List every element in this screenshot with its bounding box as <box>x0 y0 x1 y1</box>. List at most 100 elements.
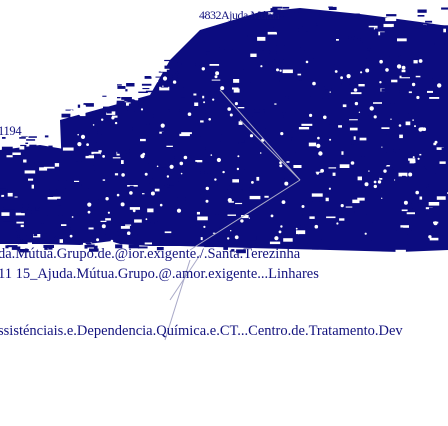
cluster-gap <box>284 181 289 186</box>
cluster-stroke <box>78 204 86 208</box>
cluster-stroke <box>278 129 284 134</box>
cluster-gap <box>92 124 95 126</box>
cluster-stroke <box>6 155 13 158</box>
cluster-stroke <box>381 127 390 129</box>
cluster-stroke <box>434 208 446 210</box>
cluster-stroke <box>176 178 179 182</box>
cluster-stroke <box>18 243 22 245</box>
map-label-dependencia-quimica[interactable]: ssisténciais.e.Dependencia.Química.e.CT.… <box>0 323 403 339</box>
cluster-stroke <box>33 233 38 237</box>
cluster-stroke <box>366 29 374 33</box>
cluster-stroke <box>93 153 100 156</box>
cluster-stroke <box>74 180 80 182</box>
connector-lines <box>164 89 301 341</box>
cluster-stroke <box>336 172 344 174</box>
cluster-stroke <box>85 155 94 159</box>
cluster-stroke <box>108 91 112 95</box>
cluster-stroke <box>185 238 194 243</box>
cluster-stroke <box>267 162 271 165</box>
cluster-stroke <box>132 127 142 131</box>
cluster-stroke <box>341 151 344 155</box>
cluster-stroke <box>363 76 375 80</box>
cluster-stroke <box>192 213 200 217</box>
cluster-stroke <box>91 151 101 155</box>
cluster-stroke <box>435 120 439 124</box>
cluster-stroke <box>136 194 140 197</box>
cluster-stroke <box>159 198 167 202</box>
cluster-gap <box>140 108 144 111</box>
cluster-gap <box>420 127 424 131</box>
cluster-stroke <box>100 220 107 223</box>
cluster-stroke <box>441 147 448 151</box>
cluster-stroke <box>172 75 178 78</box>
cluster-stroke <box>223 246 228 250</box>
cluster-stroke <box>268 12 274 15</box>
cluster-stroke <box>336 39 339 41</box>
cluster-stroke <box>116 100 125 103</box>
cluster-stroke <box>404 149 414 152</box>
cluster-stroke <box>243 68 254 70</box>
cluster-stroke <box>16 248 20 251</box>
cluster-stroke <box>142 88 150 90</box>
cluster-stroke <box>379 174 383 178</box>
cluster-stroke <box>236 54 242 59</box>
cluster-gap <box>110 239 114 243</box>
cluster-stroke <box>188 216 196 218</box>
map-label-santa-terezinha[interactable]: da.Mútua.Grupo.de.@ior.exigente./.Santa.… <box>0 246 301 262</box>
cluster-blob <box>60 8 448 252</box>
cluster-stroke <box>436 118 447 121</box>
cluster-gap <box>162 85 164 87</box>
cluster-gap <box>159 203 163 207</box>
cluster-stroke <box>185 227 194 230</box>
cluster-stroke <box>398 51 408 54</box>
cluster-stroke <box>257 36 266 41</box>
cluster-stroke <box>121 102 131 104</box>
cluster-stroke <box>325 235 333 238</box>
cluster-stroke <box>386 151 396 153</box>
cluster-stroke <box>157 217 168 222</box>
cluster-stroke <box>140 183 150 185</box>
cluster-stroke <box>242 187 250 191</box>
cluster-stroke <box>395 161 401 165</box>
cluster-stroke <box>54 236 60 239</box>
cluster-stroke <box>446 51 448 54</box>
cluster-stroke <box>269 231 281 234</box>
cluster-stroke <box>264 195 269 198</box>
cluster-stroke <box>368 25 378 28</box>
cluster-stroke <box>66 217 77 221</box>
cluster-stroke <box>147 208 154 213</box>
cluster-stroke <box>45 233 55 238</box>
cluster-stroke <box>8 203 18 206</box>
cluster-gap <box>379 81 382 84</box>
cluster-stroke <box>211 39 222 44</box>
cluster-gap <box>201 67 205 71</box>
cluster-stroke <box>424 31 431 34</box>
cluster-stroke <box>241 215 249 219</box>
cluster-stroke <box>28 178 34 181</box>
cluster-stroke <box>159 131 164 134</box>
cluster-stroke <box>166 154 172 159</box>
cluster-stroke <box>6 168 12 170</box>
cluster-stroke <box>267 31 277 35</box>
cluster-stroke <box>272 11 276 13</box>
cluster-stroke <box>408 158 416 161</box>
cluster-stroke <box>272 6 283 9</box>
map-label-small-1194[interactable]: 1194_ <box>0 124 28 138</box>
cluster-stroke <box>367 96 378 98</box>
cluster-stroke <box>98 208 102 211</box>
cluster-gap <box>279 69 282 72</box>
cluster-stroke <box>322 178 329 182</box>
cluster-stroke <box>36 171 43 176</box>
cluster-stroke <box>157 101 168 104</box>
cluster-gap <box>418 59 423 63</box>
map-label-small-4832[interactable]: 4832Ajuda.Mútua <box>199 8 280 22</box>
map-label-linhares[interactable]: 11 15_Ajuda.Mútua.Grupo.@.amor.exigente.… <box>0 266 319 282</box>
cluster-stroke <box>362 112 371 116</box>
cluster-stroke <box>178 238 188 243</box>
cluster-gap <box>156 165 159 168</box>
cluster-stroke <box>115 244 123 249</box>
cluster-stroke <box>44 173 49 177</box>
cluster-stroke <box>310 96 317 98</box>
cluster-stroke <box>43 166 55 169</box>
